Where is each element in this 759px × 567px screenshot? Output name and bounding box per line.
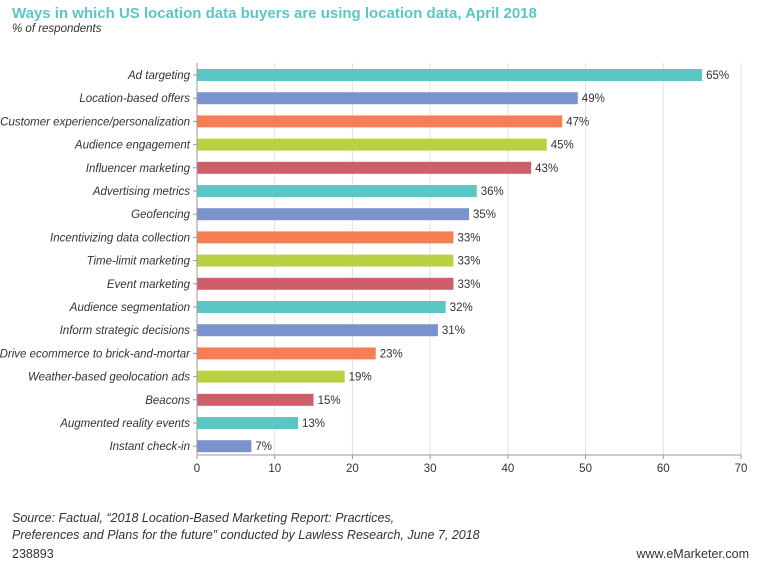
value-label: 43% — [535, 163, 558, 175]
x-tick-label: 10 — [268, 463, 281, 475]
category-label: Geofencing — [131, 209, 190, 221]
bar — [197, 185, 477, 197]
category-label: Influencer marketing — [86, 163, 191, 175]
x-tick-label: 30 — [424, 463, 437, 475]
value-label: 33% — [457, 279, 480, 291]
category-label: Inform strategic decisions — [60, 325, 191, 337]
x-tick-label: 60 — [657, 463, 670, 475]
value-label: 65% — [706, 70, 729, 82]
category-label: Beacons — [145, 395, 190, 407]
chart-id: 238893 — [12, 547, 54, 561]
bar — [197, 324, 438, 337]
bar — [197, 115, 563, 128]
bar-chart: Ad targeting 65% Location-based offers 49% C… — [0, 63, 748, 475]
bar — [197, 254, 454, 267]
x-tick-label: 0 — [194, 463, 200, 475]
source-line-2: Preferences and Plans for the future” co… — [12, 528, 480, 542]
bar — [197, 92, 578, 105]
category-label: Incentivizing data collection — [50, 232, 190, 244]
category-label: Weather-based geolocation ads — [28, 372, 190, 384]
category-label: Instant check-in — [109, 441, 190, 453]
category-label: Augmented reality events — [59, 418, 190, 430]
category-label: Drive ecommerce to brick-and-mortar — [0, 348, 191, 360]
bar — [197, 208, 469, 221]
category-label: Location-based offers — [79, 93, 190, 105]
value-label: 32% — [450, 302, 473, 314]
category-label: Time-limit marketing — [87, 256, 191, 268]
x-tick-label: 20 — [346, 463, 359, 475]
bar — [197, 393, 314, 406]
value-label: 23% — [380, 348, 403, 360]
bar — [197, 231, 454, 244]
value-label: 19% — [349, 372, 372, 384]
value-label: 35% — [473, 209, 496, 221]
value-label: 33% — [457, 256, 480, 268]
bar — [197, 138, 547, 151]
category-label: Audience segmentation — [69, 302, 190, 314]
category-label: Audience engagement — [74, 140, 191, 152]
x-tick-label: 50 — [579, 463, 592, 475]
source-line-1: Source: Factual, “2018 Location-Based Ma… — [12, 511, 395, 525]
value-label: 15% — [318, 395, 341, 407]
chart-subtitle: % of respondents — [12, 23, 102, 35]
category-label: Ad targeting — [127, 70, 191, 82]
value-label: 13% — [302, 418, 325, 430]
brand-link[interactable]: www.eMarketer.com — [636, 547, 749, 561]
value-label: 45% — [551, 140, 574, 152]
value-label: 36% — [481, 186, 504, 198]
bar — [197, 370, 345, 383]
value-label: 49% — [582, 93, 605, 105]
value-label: 33% — [457, 232, 480, 244]
value-label: 7% — [255, 441, 272, 453]
bar — [197, 69, 703, 81]
chart-title: Ways in which US location data buyers ar… — [12, 5, 537, 22]
value-label: 47% — [566, 116, 589, 128]
x-tick-label: 70 — [735, 463, 748, 475]
value-label: 31% — [442, 325, 465, 337]
bar — [197, 161, 532, 174]
category-label: Event marketing — [107, 279, 191, 291]
category-label: Advertising metrics — [92, 186, 190, 198]
x-tick-label: 40 — [501, 463, 514, 475]
category-label: Customer experience/personalization — [0, 116, 190, 128]
bar — [197, 301, 446, 313]
bar — [197, 347, 376, 360]
bar — [197, 440, 252, 453]
bar — [197, 277, 454, 290]
bar — [197, 417, 299, 429]
source-note: Source: Factual, “2018 Location-Based Ma… — [12, 510, 480, 544]
